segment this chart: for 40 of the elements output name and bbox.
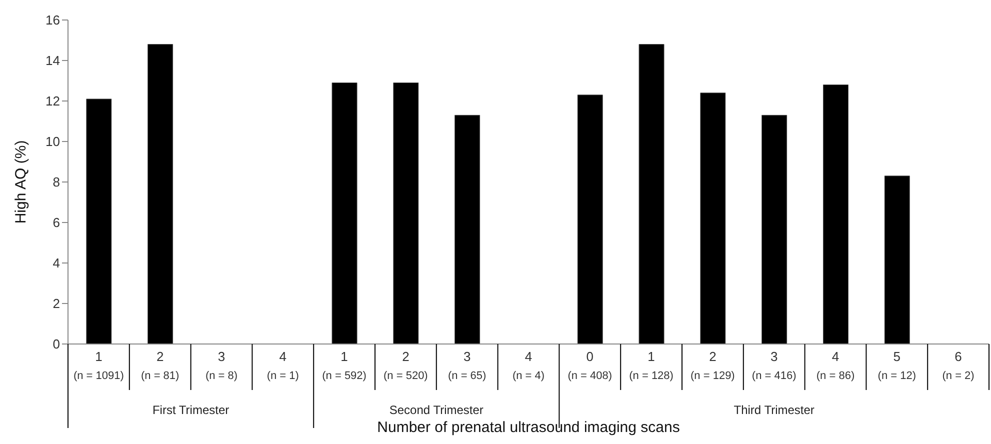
bar bbox=[454, 114, 480, 344]
x-axis-title: Number of prenatal ultrasound imaging scans bbox=[377, 419, 680, 436]
y-tick-label: 12 bbox=[46, 94, 60, 109]
bar bbox=[884, 176, 910, 344]
y-tick-label: 10 bbox=[46, 134, 60, 150]
x-tick-label: 0 (n = 408) bbox=[568, 349, 612, 382]
y-tick-label: 4 bbox=[52, 256, 60, 271]
y-tick-label: 16 bbox=[46, 12, 60, 28]
x-tick-label: 3 (n = 416) bbox=[752, 349, 796, 382]
x-tick-label: 3 (n = 8) bbox=[205, 349, 238, 382]
y-tick-label: 6 bbox=[52, 215, 60, 230]
y-axis-title: High AQ (%) bbox=[12, 140, 30, 224]
bar bbox=[86, 98, 112, 344]
bar bbox=[638, 44, 664, 344]
x-tick-label: 2 (n = 129) bbox=[690, 349, 735, 382]
bar bbox=[822, 84, 848, 344]
x-tick-label: 2 (n = 81) bbox=[140, 349, 180, 382]
text: First Trimester bbox=[152, 403, 230, 417]
y-tick-label: 14 bbox=[46, 53, 60, 68]
x-tick-label: 6 (n = 2) bbox=[942, 349, 974, 382]
bar bbox=[700, 92, 726, 344]
x-tick-label: 5 (n = 12) bbox=[878, 349, 916, 382]
x-tick-label: 3 (n = 65) bbox=[448, 349, 486, 382]
x-tick-label: 1 (n = 128) bbox=[629, 349, 674, 382]
x-tick-label: 1 (n = 592) bbox=[322, 349, 366, 382]
x-tick-label: 1 (n = 1091) bbox=[73, 349, 124, 382]
bar bbox=[577, 94, 603, 344]
x-tick-label: 4 (n = 86) bbox=[816, 349, 855, 382]
y-tick-label: 0 bbox=[52, 336, 60, 352]
y-tick-label: 2 bbox=[52, 296, 60, 312]
bar bbox=[148, 44, 174, 344]
text: Third Trimester bbox=[734, 403, 814, 417]
bar bbox=[762, 114, 788, 344]
x-tick-label: 4 (n = 1) bbox=[266, 349, 299, 382]
x-tick-label: 2 (n = 520) bbox=[384, 349, 428, 382]
text: Second Trimester bbox=[389, 403, 484, 417]
y-tick-label: 8 bbox=[52, 174, 60, 190]
x-tick-label: 4 (n = 4) bbox=[512, 349, 545, 382]
bar bbox=[332, 82, 358, 344]
bar bbox=[393, 82, 419, 344]
